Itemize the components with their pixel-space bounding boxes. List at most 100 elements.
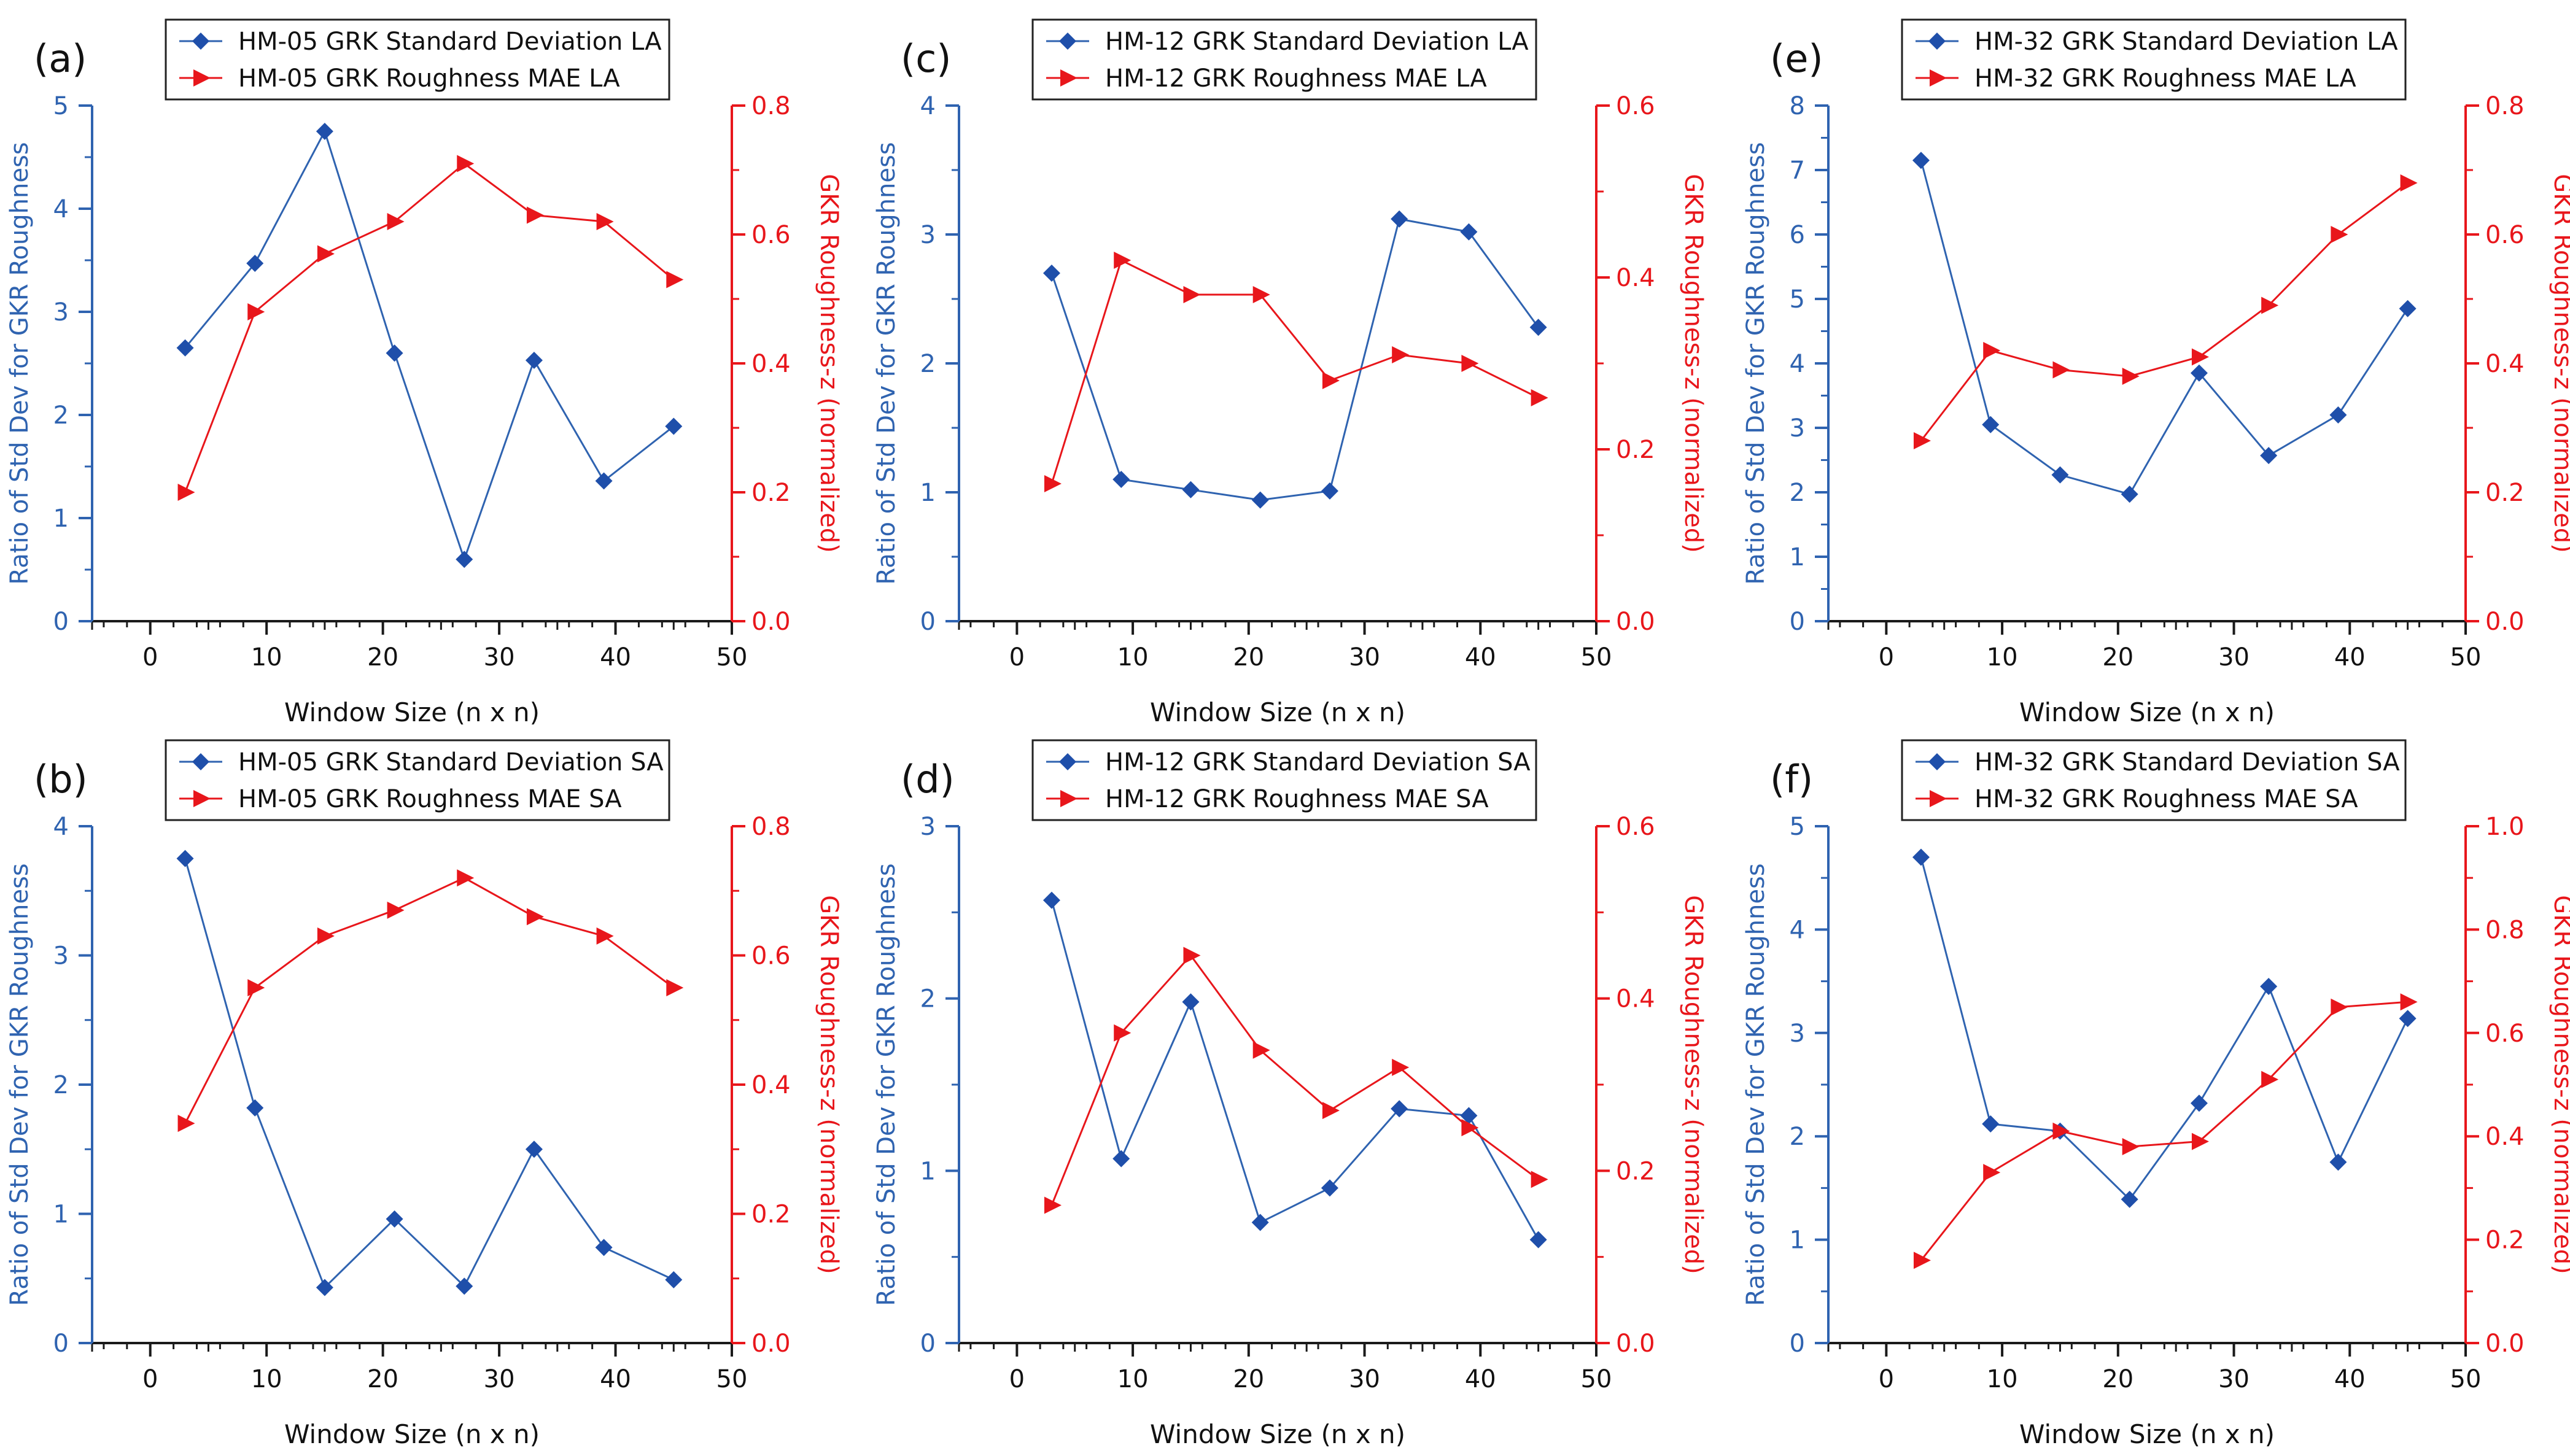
right-tick-label: 0.8 bbox=[2485, 92, 2525, 120]
right-axis-label: GKR Roughness-z (normalized) bbox=[1679, 895, 1707, 1274]
data-point-diamond bbox=[665, 1271, 683, 1288]
left-tick-label: 8 bbox=[1790, 92, 1805, 120]
data-point-diamond bbox=[595, 1239, 613, 1257]
series-line-mae bbox=[184, 877, 675, 1124]
x-tick-label: 20 bbox=[1233, 643, 1264, 672]
x-tick-label: 30 bbox=[1349, 643, 1380, 672]
x-tick-label: 50 bbox=[716, 643, 748, 672]
panel-f: (f) 0 10 20 30 40 50 Window Size (n x n) 0 1 2 3 4 5R… bbox=[1742, 739, 2570, 1449]
legend-box bbox=[165, 739, 670, 821]
data-point-triangle bbox=[666, 979, 684, 997]
legend: HM-12 GRK Standard Deviation SA HM-12 GRK… bbox=[1031, 739, 1537, 821]
left-tick-label: 2 bbox=[920, 985, 936, 1013]
x-tick-label: 50 bbox=[2450, 1365, 2482, 1393]
x-tick-label: 40 bbox=[2334, 1365, 2366, 1393]
right-tick-label: 0.4 bbox=[751, 350, 791, 378]
x-tick-label: 50 bbox=[2450, 643, 2482, 672]
x-tick-label: 20 bbox=[2102, 643, 2133, 672]
x-tick-label: 10 bbox=[1117, 1365, 1149, 1393]
legend: HM-32 GRK Standard Deviation SA HM-32 GRK… bbox=[1901, 739, 2407, 821]
left-axis-label: Ratio of Std Dev for GKR Roughness bbox=[6, 142, 34, 584]
data-point-diamond bbox=[2329, 1153, 2347, 1171]
x-tick-label: 0 bbox=[1009, 643, 1025, 672]
data-point-triangle bbox=[2122, 368, 2140, 385]
legend-marker-triangle bbox=[1060, 790, 1077, 807]
data-point-diamond bbox=[1321, 482, 1338, 500]
data-point-triangle bbox=[1322, 372, 1340, 389]
data-point-triangle bbox=[177, 484, 195, 501]
series-line-mae bbox=[1050, 954, 1539, 1206]
data-point-triangle bbox=[317, 245, 335, 263]
data-point-diamond bbox=[525, 1140, 543, 1158]
series-line-std-dev bbox=[184, 858, 674, 1290]
left-tick-label: 0 bbox=[1790, 1330, 1805, 1358]
legend-entry: HM-05 GRK Standard Deviation SA bbox=[238, 748, 664, 776]
data-point-diamond bbox=[1912, 848, 1930, 866]
legend-box bbox=[165, 18, 670, 101]
data-point-triangle bbox=[1531, 1171, 1548, 1188]
legend: HM-05 GRK Standard Deviation SA HM-05 GRK… bbox=[165, 739, 670, 821]
data-point-diamond bbox=[2121, 1190, 2138, 1208]
legend-marker-diamond bbox=[192, 753, 209, 770]
right-tick-label: 0.4 bbox=[751, 1071, 791, 1099]
data-point-triangle bbox=[1114, 252, 1132, 269]
right-tick-label: 0.0 bbox=[751, 1330, 791, 1358]
x-tick-label: 10 bbox=[1117, 643, 1149, 672]
x-tick-label: 0 bbox=[142, 1365, 158, 1393]
data-point-triangle bbox=[1531, 389, 1548, 406]
data-point-diamond bbox=[2329, 406, 2347, 424]
x-tick-label: 30 bbox=[484, 643, 515, 672]
right-tick-label: 0.2 bbox=[2485, 1226, 2525, 1255]
data-point-triangle bbox=[177, 1115, 195, 1133]
left-tick-label: 1 bbox=[920, 479, 936, 507]
left-tick-label: 0 bbox=[1790, 608, 1805, 636]
data-point-diamond bbox=[1460, 223, 1478, 241]
data-point-triangle bbox=[2191, 348, 2209, 366]
left-tick-label: 3 bbox=[1790, 1020, 1805, 1048]
data-point-triangle bbox=[247, 303, 265, 320]
right-tick-label: 0.6 bbox=[751, 221, 791, 249]
x-tick-label: 40 bbox=[600, 1365, 631, 1393]
data-point-triangle bbox=[1044, 1196, 1062, 1214]
right-axis-label: GKR Roughness-z (normalized) bbox=[2549, 174, 2570, 553]
x-axis-label: Window Size (n x n) bbox=[1150, 1419, 1405, 1449]
left-tick-label: 1 bbox=[1790, 1226, 1805, 1255]
data-point-triangle bbox=[2261, 1071, 2279, 1088]
left-tick-label: 2 bbox=[53, 401, 69, 430]
left-tick-label: 4 bbox=[53, 195, 69, 223]
right-tick-label: 0.2 bbox=[2485, 479, 2525, 507]
left-tick-label: 0 bbox=[53, 1330, 69, 1358]
data-point-diamond bbox=[1529, 319, 1547, 336]
legend-entry: HM-05 GRK Roughness MAE LA bbox=[238, 64, 620, 93]
right-tick-label: 0.4 bbox=[2485, 350, 2525, 378]
legend-box bbox=[1901, 18, 2407, 101]
series-line-std-dev bbox=[1050, 218, 1539, 501]
x-tick-label: 0 bbox=[1009, 1365, 1025, 1393]
data-point-triangle bbox=[526, 908, 544, 926]
x-tick-label: 0 bbox=[142, 643, 158, 672]
x-tick-label: 30 bbox=[2218, 643, 2250, 672]
right-axis-label: GKR Roughness-z (normalized) bbox=[2549, 895, 2570, 1274]
left-tick-label: 2 bbox=[1790, 1123, 1805, 1151]
data-point-triangle bbox=[2400, 174, 2418, 192]
panel-d: (d) 0 10 20 30 40 50 Window Size (n x n) 0 1 2 3 Rat… bbox=[872, 739, 1707, 1449]
series-line-mae bbox=[184, 162, 675, 493]
panel-c: (c) 0 10 20 30 40 50 Window Size (n x n) 0 1 2 3 4 Ra… bbox=[872, 18, 1707, 727]
left-tick-label: 2 bbox=[1790, 479, 1805, 507]
right-tick-label: 0.2 bbox=[1616, 1157, 1655, 1185]
left-tick-label: 5 bbox=[1790, 813, 1805, 841]
right-tick-label: 0.8 bbox=[751, 92, 791, 120]
data-point-diamond bbox=[386, 1210, 403, 1228]
left-axis-label: Ratio of Std Dev for GKR Roughness bbox=[1742, 142, 1770, 584]
x-tick-label: 0 bbox=[1879, 643, 1894, 672]
series-line-mae bbox=[1920, 1001, 2408, 1261]
data-point-triangle bbox=[1913, 432, 1931, 449]
left-tick-label: 7 bbox=[1790, 157, 1805, 185]
right-tick-label: 0.6 bbox=[2485, 221, 2525, 249]
data-point-diamond bbox=[1251, 1214, 1269, 1231]
data-point-triangle bbox=[317, 927, 335, 945]
x-tick-label: 30 bbox=[1349, 1365, 1380, 1393]
right-axis-label: GKR Roughness-z (normalized) bbox=[815, 895, 843, 1274]
data-point-triangle bbox=[2122, 1138, 2140, 1156]
right-tick-label: 0.8 bbox=[751, 813, 791, 841]
